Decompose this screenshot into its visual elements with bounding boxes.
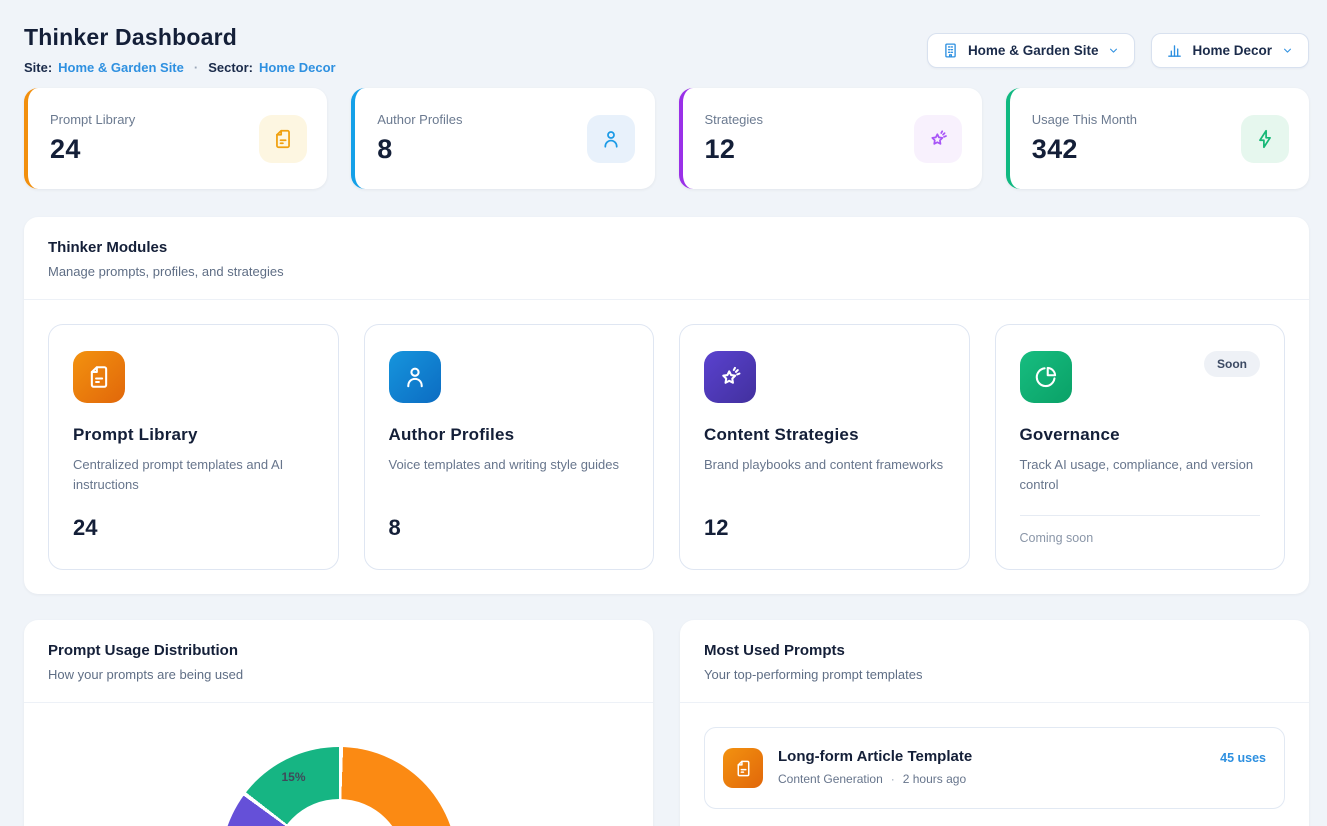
modules-subtitle: Manage prompts, profiles, and strategies [48, 264, 284, 279]
module-title: Author Profiles [388, 425, 515, 444]
prompt-usage-distribution-card: Prompt Usage Distribution How your promp… [24, 620, 653, 826]
donut-label: 15% [281, 770, 306, 785]
site-sector-line: Site: Home & Garden Site · Sector: Home … [24, 60, 336, 75]
stat-label: Usage This Month [1031, 112, 1138, 127]
module-card-author-profiles[interactable]: Author Profiles Voice templates and writ… [363, 324, 654, 571]
modules-grid: Prompt Library Centralized prompt templa… [24, 300, 1309, 594]
module-description: Centralized prompt templates and AI inst… [73, 457, 284, 493]
sector-selector-label: Home Decor [1192, 43, 1272, 58]
document-icon [723, 748, 763, 789]
usage-donut: 15% [220, 747, 457, 826]
prompt-category: Content Generation [778, 772, 883, 787]
stat-card-prompt-library: Prompt Library 24 [24, 88, 328, 189]
module-card-prompt-library[interactable]: Prompt Library Centralized prompt templa… [48, 324, 339, 571]
stat-value: 342 [1031, 134, 1078, 164]
document-icon [259, 114, 308, 163]
stat-value: 24 [50, 134, 81, 164]
module-card-governance[interactable]: Soon Governance Track AI usage, complian… [994, 324, 1285, 571]
modules-title: Thinker Modules [48, 239, 168, 256]
stat-card-author-profiles: Author Profiles 8 [351, 88, 655, 189]
stat-cards-row: Prompt Library 24 Author Profiles 8 Stra… [24, 88, 1309, 189]
module-count: 12 [704, 515, 729, 540]
prompt-uses-count: 45 uses [1220, 751, 1266, 766]
stat-label: Strategies [704, 112, 764, 127]
separator-dot: · [890, 772, 895, 787]
module-count: 8 [388, 515, 401, 540]
most-used-subtitle: Your top-performing prompt templates [704, 667, 923, 683]
module-title: Content Strategies [704, 425, 859, 444]
sparkle-star-icon [913, 114, 962, 163]
chevron-down-icon [1281, 44, 1294, 57]
site-link[interactable]: Home & Garden Site [58, 60, 184, 75]
stat-card-usage-this-month: Usage This Month 342 [1005, 88, 1309, 189]
separator-dot: · [193, 60, 199, 75]
stat-value: 8 [377, 134, 393, 164]
sector-selector-button[interactable]: Home Decor [1151, 33, 1309, 68]
bottom-row: Prompt Usage Distribution How your promp… [24, 620, 1309, 826]
site-label: Site: [24, 60, 53, 75]
building-icon [942, 42, 959, 59]
site-selector-label: Home & Garden Site [967, 43, 1099, 58]
person-icon [388, 351, 441, 403]
prompt-item-meta: Content Generation · 2 hours ago [778, 772, 1205, 786]
header-titles: Thinker Dashboard Site: Home & Garden Si… [24, 24, 336, 75]
thinker-modules-panel: Thinker Modules Manage prompts, profiles… [24, 217, 1309, 595]
most-used-prompts-card: Most Used Prompts Your top-performing pr… [680, 620, 1309, 826]
divider [1019, 515, 1260, 517]
sparkle-star-icon [704, 351, 756, 403]
pie-chart-icon [1019, 351, 1072, 403]
usage-chart-subtitle: How your prompts are being used [48, 667, 244, 683]
module-description: Voice templates and writing style guides [388, 457, 620, 472]
coming-soon-text: Coming soon [1019, 531, 1094, 546]
stat-card-strategies: Strategies 12 [678, 88, 982, 189]
module-description: Brand playbooks and content frameworks [704, 457, 944, 472]
header-selectors: Home & Garden Site Home Decor [926, 33, 1309, 68]
lightning-icon [1241, 114, 1289, 163]
document-icon [73, 351, 125, 403]
prompt-item-title: Long-form Article Template [778, 748, 973, 766]
module-card-content-strategies[interactable]: Content Strategies Brand playbooks and c… [679, 324, 970, 571]
module-count: 24 [73, 515, 98, 541]
usage-chart-title: Prompt Usage Distribution [48, 642, 239, 660]
site-selector-button[interactable]: Home & Garden Site [926, 33, 1136, 68]
stat-label: Prompt Library [50, 112, 136, 127]
stat-label: Author Profiles [377, 112, 463, 127]
most-used-title: Most Used Prompts [704, 642, 845, 660]
page-title: Thinker Dashboard [24, 24, 237, 50]
person-icon [586, 114, 635, 163]
stat-value: 12 [704, 134, 736, 164]
page-header: Thinker Dashboard Site: Home & Garden Si… [24, 24, 1309, 75]
chevron-down-icon [1107, 44, 1120, 57]
sector-label: Sector: [208, 60, 254, 75]
module-title: Governance [1019, 425, 1120, 444]
prompt-time: 2 hours ago [902, 772, 967, 787]
sector-link[interactable]: Home Decor [259, 60, 336, 75]
module-description: Track AI usage, compliance, and version … [1019, 457, 1254, 493]
module-title: Prompt Library [73, 425, 198, 444]
bar-chart-icon [1166, 42, 1183, 59]
soon-badge: Soon [1204, 351, 1260, 377]
prompt-list-item[interactable]: Long-form Article Template Content Gener… [704, 727, 1285, 810]
